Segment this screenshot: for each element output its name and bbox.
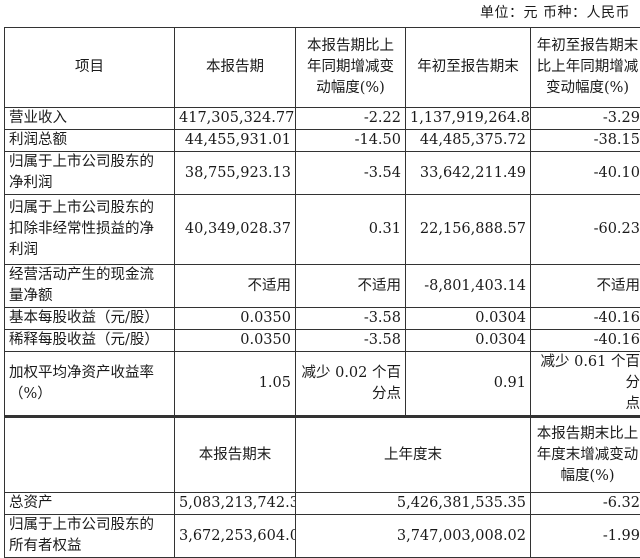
financial-data-table: 项目本报告期本报告期比上 年同期增减变 动幅度(%)年初至报告期末年初至报告期末… xyxy=(4,27,640,558)
cell-value: -40.16 xyxy=(531,308,640,330)
cell-value: 3,747,003,008.02 xyxy=(296,515,531,558)
header-row: 项目本报告期本报告期比上 年同期增减变 动幅度(%)年初至报告期末年初至报告期末… xyxy=(5,28,640,108)
row-label: 总资产 xyxy=(5,493,175,515)
cell-value: -6.32 xyxy=(531,493,640,515)
cell-value: 22,156,888.57 xyxy=(406,195,531,265)
cell-value: 不适用 xyxy=(296,265,406,308)
cell-value: 0.31 xyxy=(296,195,406,265)
cell-value: -60.23 xyxy=(531,195,640,265)
cell-value: 1.05 xyxy=(175,352,296,417)
cell-value: -3.29 xyxy=(531,108,640,130)
cell-value: 0.0304 xyxy=(406,330,531,352)
row-label: 基本每股收益（元/股） xyxy=(5,308,175,330)
row-label: 加权平均净资产收益率 （%） xyxy=(5,352,175,417)
column-header: 本报告期 xyxy=(175,28,296,108)
row-label: 归属于上市公司股东的 所有者权益 xyxy=(5,515,175,558)
cell-value: 0.0350 xyxy=(175,308,296,330)
column-header: 上年度末 xyxy=(296,417,531,493)
cell-value: 0.0304 xyxy=(406,308,531,330)
cell-value: 40,349,028.37 xyxy=(175,195,296,265)
cell-value: 减少 0.61 个百分 点 xyxy=(531,352,640,417)
cell-value: -2.22 xyxy=(296,108,406,130)
cell-value: 5,083,213,742.39 xyxy=(175,493,296,515)
column-header: 年初至报告期末 比上年同期增减 变动幅度(%) xyxy=(531,28,640,108)
cell-value: 417,305,324.77 xyxy=(175,108,296,130)
cell-value: 1,137,919,264.87 xyxy=(406,108,531,130)
cell-value: 不适用 xyxy=(531,265,640,308)
row-label: 利润总额 xyxy=(5,130,175,152)
column-header: 本报告期末比上 年度末增减变动 幅度(%) xyxy=(531,417,640,493)
cell-value: -3.54 xyxy=(296,152,406,195)
cell-value: 44,485,375.72 xyxy=(406,130,531,152)
column-header: 本报告期末 xyxy=(175,417,296,493)
header-row-2: 本报告期末上年度末本报告期末比上 年度末增减变动 幅度(%) xyxy=(5,417,640,493)
cell-value: 44,455,931.01 xyxy=(175,130,296,152)
cell-value: 33,642,211.49 xyxy=(406,152,531,195)
cell-value: 3,672,253,604.03 xyxy=(175,515,296,558)
cell-value: -1.99 xyxy=(531,515,640,558)
unit-note: 单位：元 币种：人民币 xyxy=(480,2,630,22)
cell-value: -40.10 xyxy=(531,152,640,195)
column-header xyxy=(5,417,175,493)
row-label: 经营活动产生的现金流 量净额 xyxy=(5,265,175,308)
cell-value: 0.0350 xyxy=(175,330,296,352)
column-header: 本报告期比上 年同期增减变 动幅度(%) xyxy=(296,28,406,108)
cell-value: -8,801,403.14 xyxy=(406,265,531,308)
row-label: 营业收入 xyxy=(5,108,175,130)
row-label: 归属于上市公司股东的 净利润 xyxy=(5,152,175,195)
cell-value: 5,426,381,535.35 xyxy=(296,493,531,515)
cell-value: -38.15 xyxy=(531,130,640,152)
row-label: 稀释每股收益（元/股） xyxy=(5,330,175,352)
column-header: 项目 xyxy=(5,28,175,108)
cell-value: 0.91 xyxy=(406,352,531,417)
row-label: 归属于上市公司股东的 扣除非经常性损益的净 利润 xyxy=(5,195,175,265)
cell-value: -40.16 xyxy=(531,330,640,352)
column-header: 年初至报告期末 xyxy=(406,28,531,108)
cell-value: -3.58 xyxy=(296,308,406,330)
cell-value: 减少 0.02 个百 分点 xyxy=(296,352,406,417)
cell-value: 38,755,923.13 xyxy=(175,152,296,195)
cell-value: -14.50 xyxy=(296,130,406,152)
cell-value: -3.58 xyxy=(296,330,406,352)
cell-value: 不适用 xyxy=(175,265,296,308)
